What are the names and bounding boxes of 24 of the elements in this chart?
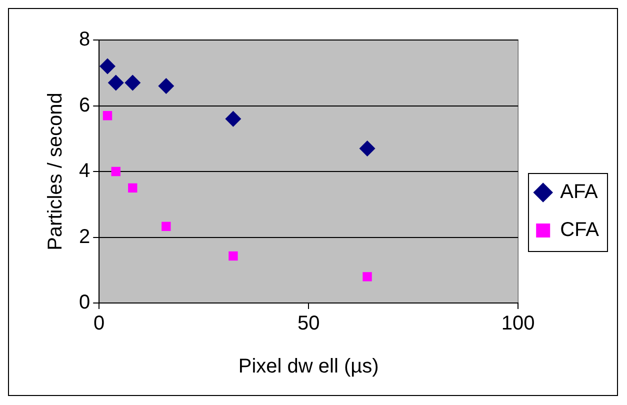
point	[102, 111, 112, 120]
point	[108, 74, 124, 91]
legend-label: CFA	[560, 219, 600, 242]
x-axis-title: Pixel dw ell (µs)	[238, 356, 379, 378]
point	[124, 74, 141, 91]
point	[162, 222, 171, 231]
y-tick-label: 8	[79, 28, 90, 51]
point	[100, 58, 116, 74]
point	[225, 110, 242, 127]
y-tick-label: 4	[79, 160, 90, 182]
y-axis-title: Particles / second	[44, 92, 67, 250]
point	[362, 272, 372, 282]
point	[158, 78, 174, 94]
point	[111, 166, 120, 176]
x-tick-label: 50	[297, 312, 320, 335]
y-tick-label: 2	[79, 226, 90, 248]
x-tick-label: 100	[501, 312, 535, 335]
point	[128, 183, 138, 193]
point	[359, 140, 376, 156]
y-tick-label: 0	[79, 292, 90, 314]
legend-label: AFA	[560, 181, 599, 204]
x-tick-label: 0	[94, 312, 105, 335]
point	[228, 251, 238, 261]
y-tick-label: 6	[79, 94, 90, 116]
